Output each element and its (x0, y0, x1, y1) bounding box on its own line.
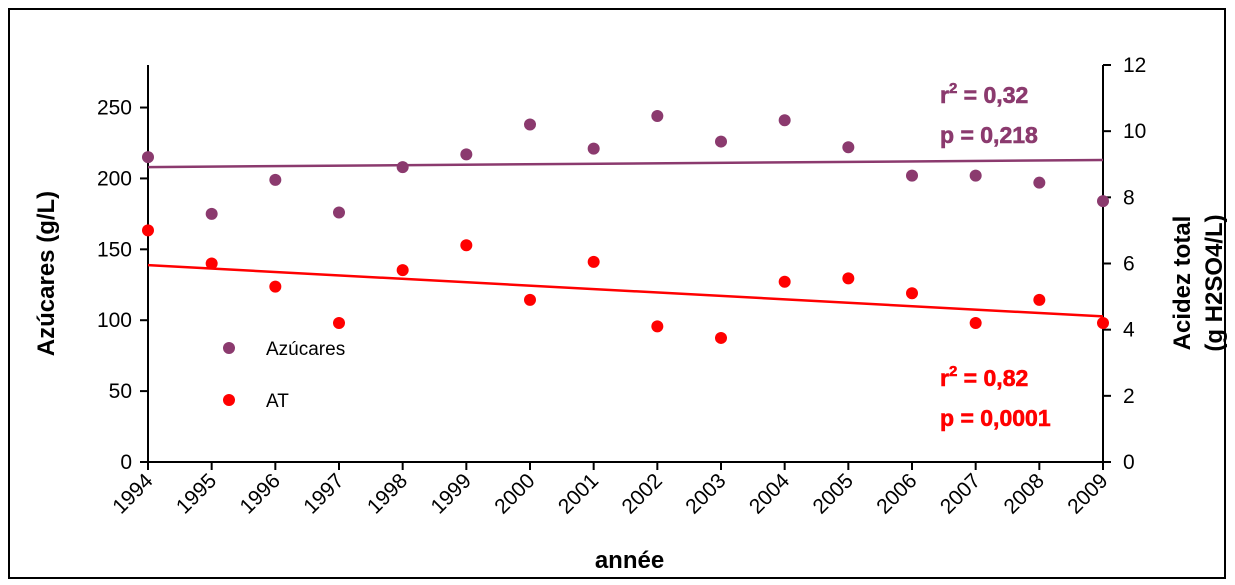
azucares-point (1033, 176, 1046, 189)
at-point (333, 317, 345, 330)
at-point (715, 331, 727, 344)
at-point (651, 320, 664, 333)
x-tick-label: 1995 (172, 469, 221, 518)
at-stat-r2: r2 = 0,82 (940, 363, 1028, 391)
x-tick-label: 1997 (299, 469, 348, 518)
y-tick-label-right: 6 (1123, 253, 1135, 276)
legend-label-azucares: Azúcares (266, 339, 345, 360)
at-point (269, 280, 282, 293)
y-tick-label-left: 0 (120, 451, 132, 474)
y-tick-label-left: 100 (97, 309, 132, 332)
x-tick-label: 2001 (554, 469, 603, 518)
at-point (524, 293, 536, 306)
azucares-stat-r2: r2 = 0,32 (940, 80, 1028, 108)
azucares-point (778, 114, 791, 127)
at-point (142, 224, 154, 237)
at-stat-p: p = 0,0001 (940, 405, 1051, 431)
at-point (205, 257, 218, 270)
azucares-point (142, 151, 154, 164)
x-tick-label: 2002 (618, 469, 667, 518)
azucares-trendline (147, 158, 1104, 169)
azucares-point (333, 206, 345, 219)
x-tick-label: 2003 (681, 469, 730, 518)
y-axis-left-title: Azúcares (g/L) (33, 191, 60, 356)
azucares-point (969, 169, 982, 182)
at-point (1033, 293, 1046, 306)
at-point (1097, 317, 1109, 330)
x-tick-label: 1999 (427, 469, 476, 518)
azucares-point (842, 141, 855, 154)
y-tick-label-left: 50 (109, 380, 132, 403)
y-axis-right-title-line2: (g H2SO4/L) (1201, 214, 1228, 351)
azucares-point (715, 135, 727, 148)
y-tick-label-left: 250 (97, 97, 132, 120)
y-tick-label-right: 4 (1123, 319, 1135, 342)
at-point (396, 264, 409, 277)
at-point (778, 275, 791, 288)
trendlines-layer (147, 158, 1104, 318)
x-tick-label: 1998 (363, 469, 412, 518)
at-point (842, 272, 855, 285)
x-tick-label: 2000 (490, 469, 539, 518)
x-tick-label: 2006 (872, 469, 921, 518)
x-tick-label: 2004 (745, 469, 795, 519)
at-point (460, 239, 473, 252)
y-tick-label-right: 2 (1123, 385, 1135, 408)
azucares-stat-p: p = 0,218 (940, 122, 1038, 148)
at-point (587, 255, 600, 268)
at-trendline (147, 263, 1104, 318)
azucares-point (587, 142, 600, 155)
x-tick-label: 2007 (936, 469, 985, 518)
y-tick-label-right: 10 (1123, 120, 1146, 143)
azucares-point (1097, 195, 1109, 208)
y-tick-label-left: 200 (97, 167, 132, 190)
y-tick-label-left: 150 (97, 238, 132, 261)
y-tick-label-right: 0 (1123, 451, 1135, 474)
points-layer (142, 110, 1109, 344)
azucares-point (906, 169, 918, 182)
azucares-point (396, 161, 409, 174)
x-tick-label: 2005 (809, 469, 858, 518)
legend-label-at: AT (266, 391, 289, 412)
azucares-point (524, 118, 536, 131)
azucares-point (269, 173, 282, 186)
azucares-point (205, 207, 218, 220)
x-axis-title: année (595, 547, 664, 574)
x-tick-label: 2008 (1000, 469, 1049, 518)
at-point (969, 317, 982, 330)
chart-frame (8, 8, 1226, 579)
azucares-point (460, 148, 473, 161)
legend-marker-azucares (223, 342, 235, 354)
x-tick-label: 1996 (236, 469, 285, 518)
legend-marker-at (223, 394, 235, 406)
axes-layer (140, 64, 1111, 470)
y-axis-right-title-line1: Acidez total (1169, 216, 1196, 351)
x-tick-label: 2009 (1063, 469, 1112, 518)
y-tick-label-right: 8 (1123, 186, 1135, 209)
azucares-point (651, 110, 664, 123)
at-point (906, 287, 918, 300)
x-tick-label: 1994 (108, 469, 158, 519)
y-tick-label-right: 12 (1123, 54, 1146, 77)
